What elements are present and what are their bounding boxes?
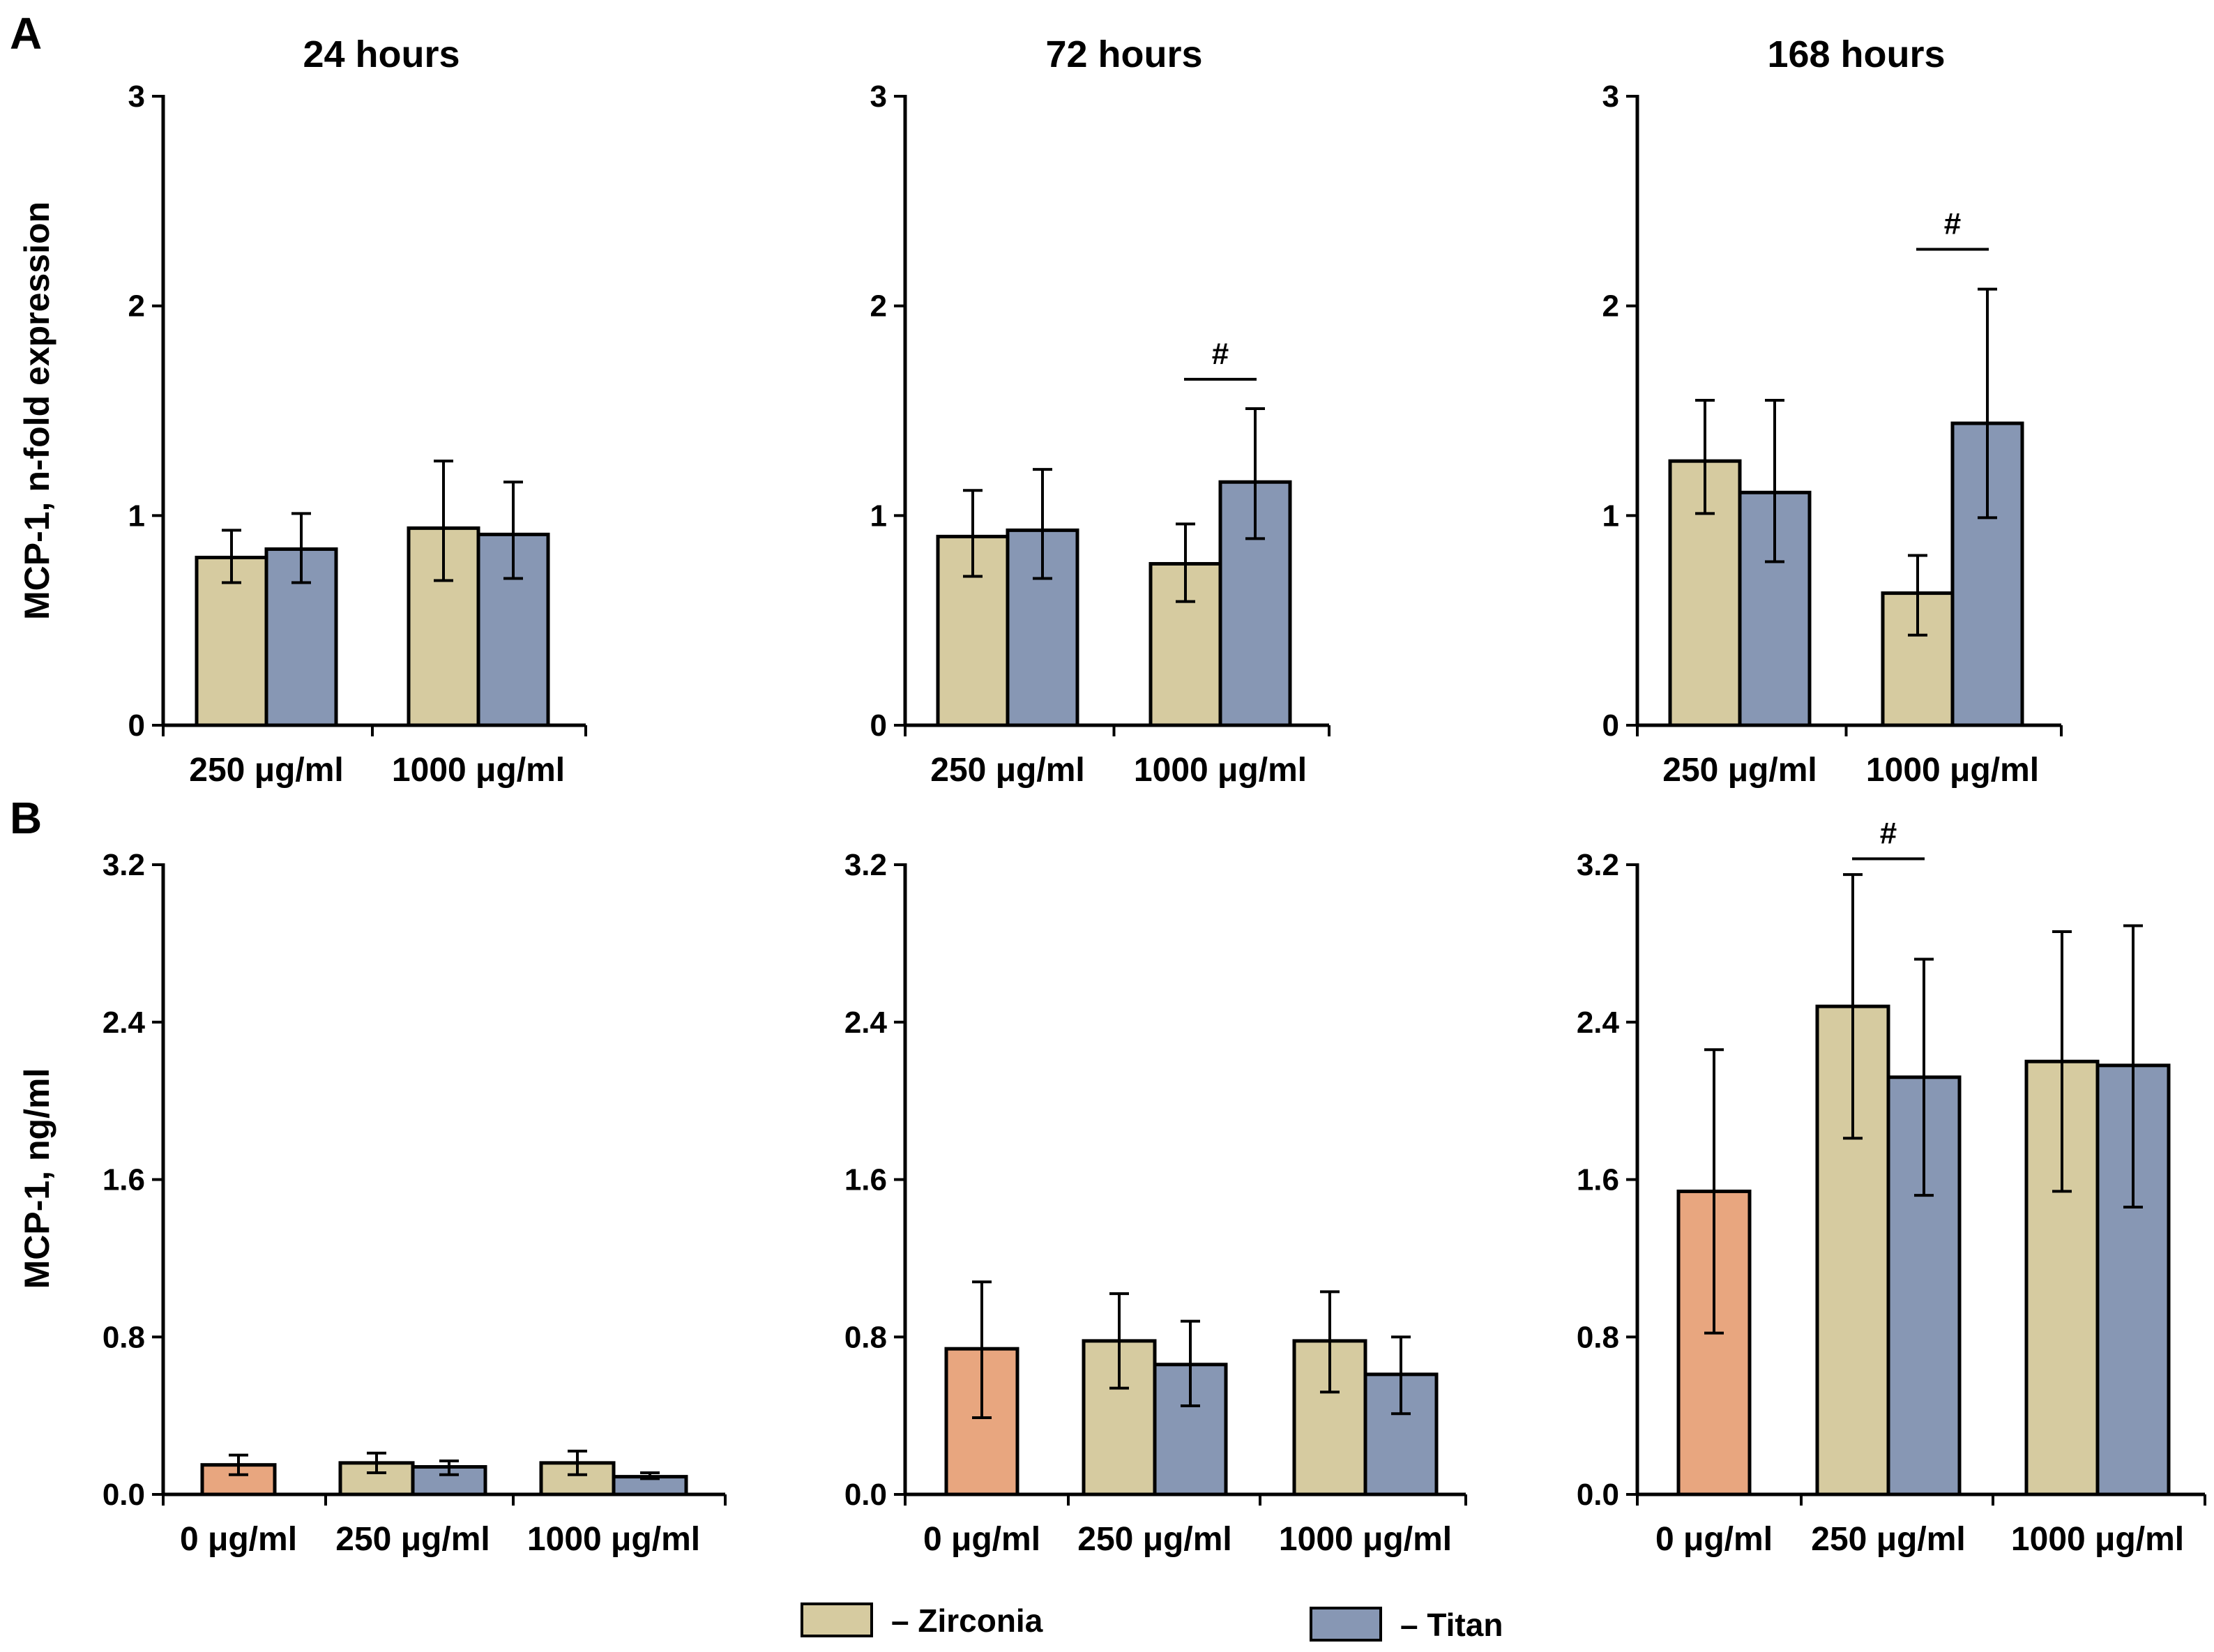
legend-label-zirconia: – Zirconia <box>891 1602 1043 1639</box>
y-tick-label: 1 <box>870 499 887 533</box>
y-tick-label: 0.8 <box>1577 1320 1619 1354</box>
category-label: 250 μg/ml <box>1662 752 1817 789</box>
chart-title: 24 hours <box>303 33 460 75</box>
y-axis-label: MCP-1, n-fold expression <box>17 202 56 620</box>
y-tick-label: 3 <box>1602 79 1619 114</box>
chart-title: 168 hours <box>1767 33 1945 75</box>
chart-panel-6: 0 μg/ml 250 μg/ml 1000 μg/ml 0.0 0.8 1.6 2.4 3.… <box>1577 817 2206 1558</box>
y-tick-label: 1.6 <box>103 1163 145 1197</box>
category-label: 0 μg/ml <box>1655 1521 1773 1558</box>
y-tick-label: 1 <box>1602 499 1619 533</box>
significance-marker: # <box>1944 206 1961 241</box>
y-tick-label: 2.4 <box>103 1006 146 1040</box>
chart-panel-3: 168 hours 250 μg/ml 1000 μg/ml 0 1 2 3 # <box>1602 33 2063 789</box>
chart-title: 72 hours <box>1045 33 1202 75</box>
chart-panel-1: 24 hours MCP-1, n-fold expression 250 μg/m… <box>17 33 587 789</box>
category-label: 250 μg/ml <box>930 752 1084 789</box>
category-label: 0 μg/ml <box>923 1521 1040 1558</box>
legend-swatch-titan <box>1310 1607 1382 1642</box>
category-label: 1000 μg/ml <box>1134 752 1307 789</box>
y-tick-label: 0.8 <box>844 1320 887 1354</box>
bar-zirconia <box>195 555 268 727</box>
y-tick-label: 3 <box>870 79 887 114</box>
y-tick-label: 0 <box>870 708 887 743</box>
category-label: 1000 μg/ml <box>392 752 565 789</box>
y-tick-label: 1 <box>128 499 145 533</box>
significance-marker: # <box>1880 817 1897 851</box>
chart-panel-2: 72 hours 250 μg/ml 1000 μg/ml 0 1 2 3 # <box>870 33 1330 789</box>
y-tick-label: 0.0 <box>103 1478 145 1512</box>
panel-label-a: A <box>10 8 42 59</box>
y-tick-label: 2.4 <box>1577 1006 1620 1040</box>
y-tick-label: 0 <box>1602 708 1619 743</box>
category-label: 1000 μg/ml <box>1866 752 2039 789</box>
category-label: 250 μg/ml <box>1811 1521 1965 1558</box>
y-tick-label: 3.2 <box>844 848 887 882</box>
category-label: 250 μg/ml <box>1077 1521 1231 1558</box>
legend-label-titan: – Titan <box>1400 1607 1503 1643</box>
legend-swatch-zirconia <box>801 1602 873 1637</box>
y-tick-label: 1.6 <box>1577 1163 1619 1197</box>
y-tick-label: 2.4 <box>844 1006 888 1040</box>
y-tick-label: 0 <box>128 708 145 743</box>
significance-marker: # <box>1212 337 1229 371</box>
y-tick-label: 0.8 <box>103 1320 145 1354</box>
y-tick-label: 2 <box>870 289 887 324</box>
y-tick-label: 2 <box>1602 289 1619 324</box>
category-label: 250 μg/ml <box>335 1521 490 1558</box>
chart-panel-4: MCP-1, ng/ml 0 μg/ml 250 μg/ml 1000 μg/ml 0.… <box>17 848 727 1558</box>
chart-panel-5: 0 μg/ml 250 μg/ml 1000 μg/ml 0.0 0.8 1.6 2.4 3.… <box>844 848 1467 1558</box>
y-tick-label: 2 <box>128 289 145 324</box>
y-tick-label: 1.6 <box>844 1163 887 1197</box>
y-axis-label: MCP-1, ng/ml <box>17 1068 56 1289</box>
category-label: 0 μg/ml <box>180 1521 297 1558</box>
category-label: 250 μg/ml <box>189 752 343 789</box>
y-tick-label: 0.0 <box>1577 1478 1619 1512</box>
category-label: 1000 μg/ml <box>2011 1521 2184 1558</box>
y-tick-label: 3.2 <box>103 848 145 882</box>
panel-label-b: B <box>10 793 42 843</box>
y-tick-label: 0.0 <box>844 1478 887 1512</box>
charts: 24 hours MCP-1, n-fold expression 250 μg/m… <box>17 33 2206 1558</box>
y-tick-label: 3 <box>128 79 145 114</box>
legend: – Zirconia – Titan <box>801 1602 1503 1643</box>
category-label: 1000 μg/ml <box>1279 1521 1452 1558</box>
category-label: 1000 μg/ml <box>527 1521 700 1558</box>
y-tick-label: 3.2 <box>1577 848 1619 882</box>
